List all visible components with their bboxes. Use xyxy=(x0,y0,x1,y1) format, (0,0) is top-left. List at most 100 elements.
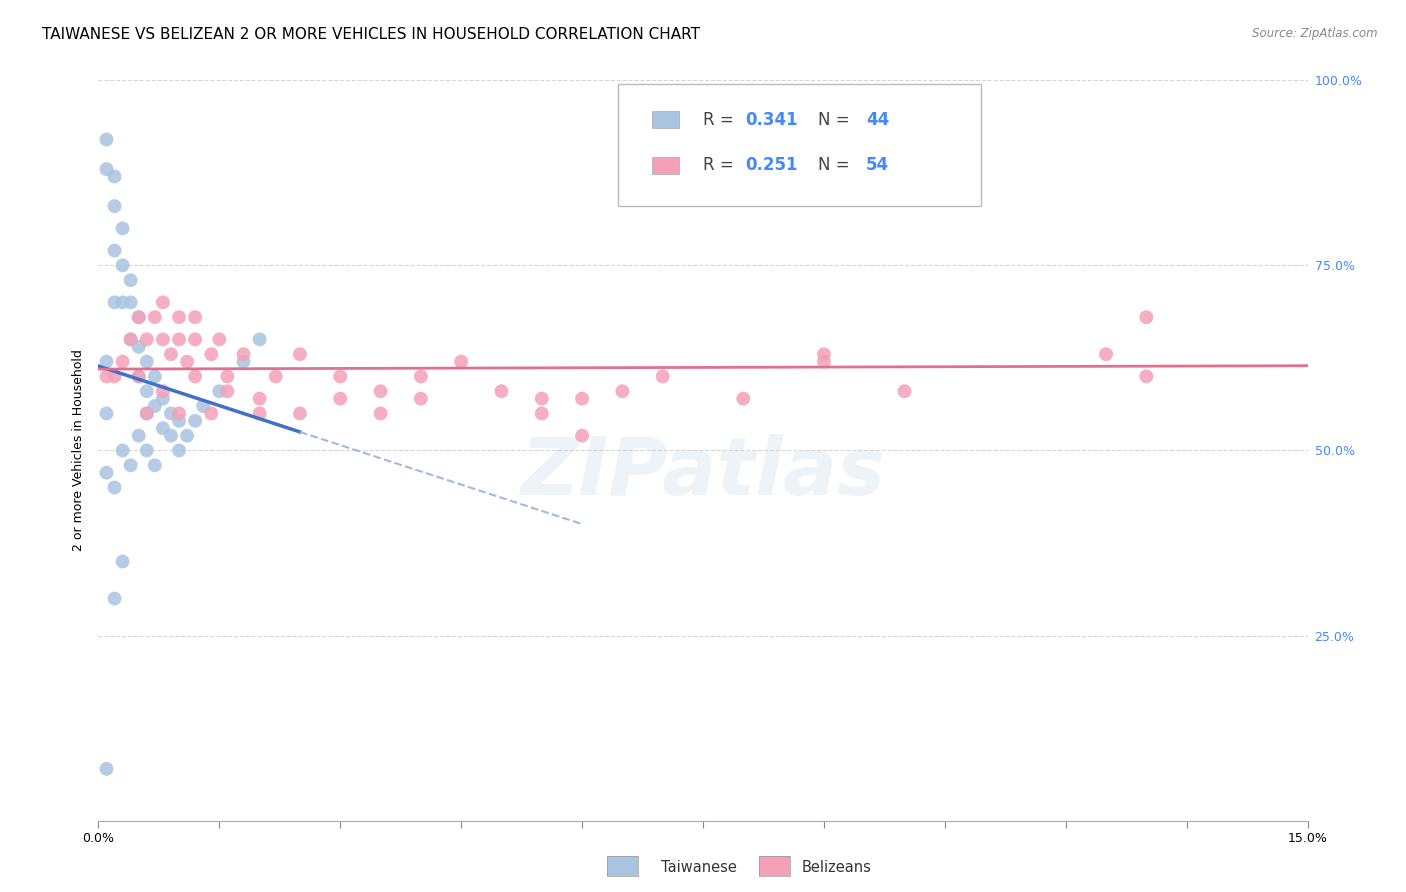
Text: 0.251: 0.251 xyxy=(745,156,797,175)
Text: N =: N = xyxy=(818,156,855,175)
Point xyxy=(143,310,166,325)
Point xyxy=(128,428,150,442)
Point xyxy=(530,407,553,421)
FancyBboxPatch shape xyxy=(652,157,679,174)
Point xyxy=(96,354,118,368)
Point xyxy=(160,407,183,421)
Point xyxy=(103,199,125,213)
Point xyxy=(530,392,553,406)
Point xyxy=(135,407,157,421)
Point xyxy=(152,295,174,310)
Point xyxy=(167,407,190,421)
Point xyxy=(167,310,190,325)
Point xyxy=(120,295,142,310)
Point xyxy=(120,273,142,287)
Point xyxy=(128,340,150,354)
Point xyxy=(128,369,150,384)
Point xyxy=(217,369,239,384)
Point xyxy=(651,369,673,384)
Point xyxy=(103,169,125,184)
Point xyxy=(120,332,142,346)
Point xyxy=(184,310,207,325)
Point xyxy=(208,384,231,399)
Point xyxy=(103,295,125,310)
Point xyxy=(111,295,134,310)
Point xyxy=(1135,369,1157,384)
Point xyxy=(208,332,231,346)
Point xyxy=(152,332,174,346)
Point xyxy=(96,132,118,146)
Point xyxy=(128,310,150,325)
Point xyxy=(167,332,190,346)
Point xyxy=(329,369,352,384)
Point xyxy=(232,354,254,368)
Point xyxy=(409,392,432,406)
Point xyxy=(288,347,311,361)
Point xyxy=(96,407,118,421)
Point xyxy=(143,458,166,473)
Point xyxy=(120,458,142,473)
FancyBboxPatch shape xyxy=(652,112,679,128)
Point xyxy=(135,443,157,458)
Point xyxy=(217,384,239,399)
Point xyxy=(200,347,222,361)
Point xyxy=(135,384,157,399)
Point xyxy=(264,369,287,384)
Text: R =: R = xyxy=(703,156,740,175)
Point xyxy=(1135,310,1157,325)
Point xyxy=(111,259,134,273)
Point xyxy=(96,369,118,384)
Point xyxy=(184,332,207,346)
Point xyxy=(370,384,392,399)
Point xyxy=(135,407,157,421)
Point xyxy=(135,354,157,368)
Point xyxy=(184,414,207,428)
Text: Source: ZipAtlas.com: Source: ZipAtlas.com xyxy=(1253,27,1378,40)
Point xyxy=(143,399,166,413)
Point xyxy=(409,369,432,384)
Point xyxy=(103,480,125,494)
Point xyxy=(193,399,215,413)
Text: TAIWANESE VS BELIZEAN 2 OR MORE VEHICLES IN HOUSEHOLD CORRELATION CHART: TAIWANESE VS BELIZEAN 2 OR MORE VEHICLES… xyxy=(42,27,700,42)
Point xyxy=(96,762,118,776)
Point xyxy=(96,466,118,480)
Text: Taiwanese: Taiwanese xyxy=(661,860,737,874)
Point xyxy=(491,384,513,399)
FancyBboxPatch shape xyxy=(619,84,981,206)
Point xyxy=(249,407,271,421)
Point xyxy=(249,392,271,406)
Text: N =: N = xyxy=(818,111,855,128)
Point xyxy=(249,332,271,346)
Point xyxy=(103,244,125,258)
Point xyxy=(111,354,134,368)
Point xyxy=(612,384,634,399)
Point xyxy=(103,591,125,606)
Point xyxy=(167,414,190,428)
Point xyxy=(111,555,134,569)
Text: 0.341: 0.341 xyxy=(745,111,799,128)
Point xyxy=(571,392,593,406)
Point xyxy=(200,407,222,421)
Point xyxy=(450,354,472,368)
Point xyxy=(184,369,207,384)
Point xyxy=(152,392,174,406)
Point xyxy=(160,347,183,361)
Point xyxy=(370,407,392,421)
Point xyxy=(176,354,198,368)
Point xyxy=(288,407,311,421)
Text: 44: 44 xyxy=(866,111,890,128)
Point xyxy=(135,332,157,346)
Text: R =: R = xyxy=(703,111,740,128)
Point xyxy=(772,184,794,198)
Point xyxy=(167,443,190,458)
Point xyxy=(1095,347,1118,361)
Point xyxy=(143,369,166,384)
Point xyxy=(733,392,755,406)
Point xyxy=(893,384,915,399)
Point xyxy=(96,162,118,177)
Point xyxy=(128,310,150,325)
Point xyxy=(160,428,183,442)
Text: Belizeans: Belizeans xyxy=(801,860,872,874)
Point xyxy=(111,443,134,458)
Point xyxy=(232,347,254,361)
